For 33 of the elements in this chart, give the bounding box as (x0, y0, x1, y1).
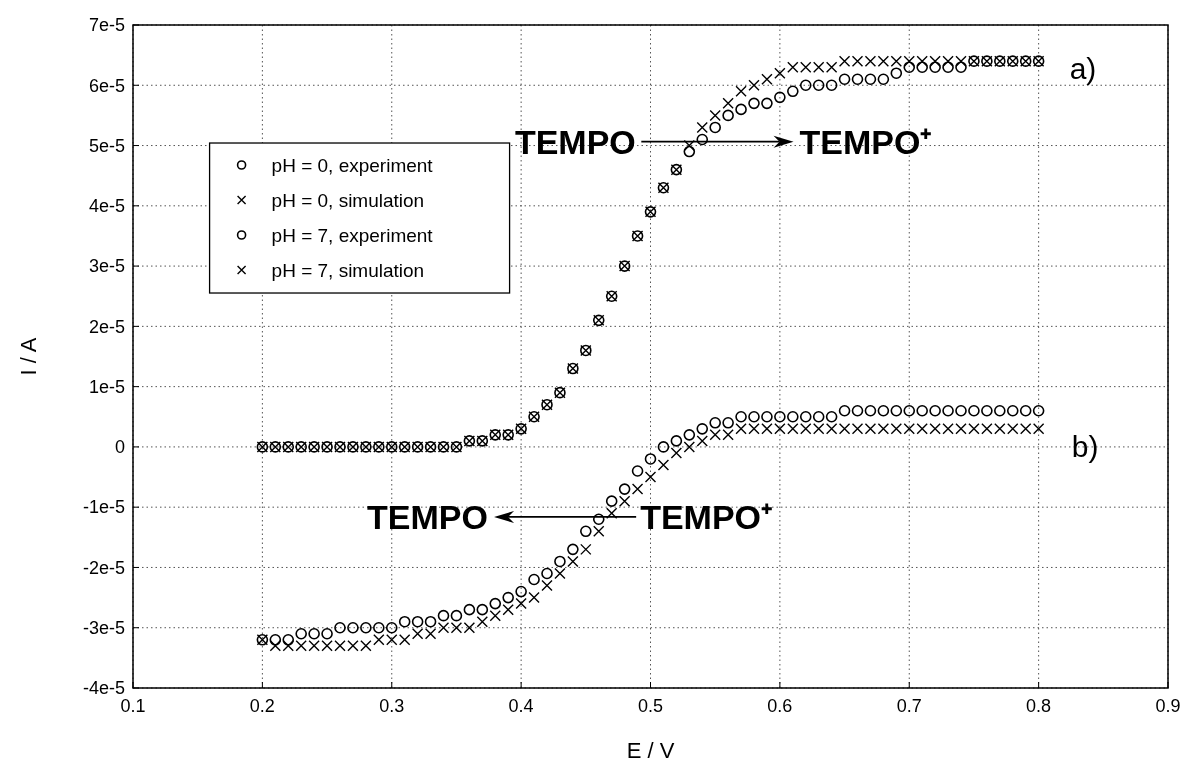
y-tick-label: 6e-5 (88, 75, 125, 96)
y-tick-label: 2e-5 (88, 316, 125, 337)
y-tick-label: -1e-5 (82, 497, 125, 518)
annotation: a) (1069, 51, 1097, 85)
x-tick-label: 0.3 (379, 696, 405, 716)
x-tick-label: 0.7 (896, 696, 922, 716)
y-tick-label: -3e-5 (82, 618, 125, 639)
legend-label: pH = 7, simulation (271, 259, 425, 281)
y-tick-label: 4e-5 (88, 196, 125, 217)
y-axis-title: I / A (16, 337, 41, 376)
annotation: b) (1071, 430, 1099, 464)
y-tick-label: 1e-5 (88, 376, 125, 397)
x-tick-label: 0.6 (767, 696, 793, 716)
legend-label: pH = 7, experiment (271, 224, 434, 246)
y-tick-label: 3e-5 (88, 256, 125, 277)
annotation: TEMPO⁺ (799, 122, 932, 161)
annotation: TEMPO⁺ (640, 497, 773, 536)
annotation: TEMPO (367, 497, 489, 536)
x-tick-label: 0.5 (637, 696, 664, 716)
x-tick-label: 0.9 (1155, 696, 1181, 716)
x-axis-title: E / V (626, 738, 675, 763)
y-tick-label: 7e-5 (88, 15, 125, 36)
x-tick-label: 0.8 (1026, 696, 1052, 716)
legend-label: pH = 0, experiment (271, 154, 434, 176)
x-tick-label: 0.2 (249, 696, 275, 716)
annotation: TEMPO (514, 122, 636, 161)
y-tick-label: -4e-5 (82, 678, 125, 699)
y-tick-label: 5e-5 (88, 135, 125, 156)
legend-label: pH = 0, simulation (271, 189, 425, 211)
x-tick-label: 0.1 (120, 696, 146, 716)
y-tick-label: -2e-5 (82, 557, 125, 578)
y-tick-label: 0 (114, 437, 125, 458)
x-tick-label: 0.4 (508, 696, 534, 716)
